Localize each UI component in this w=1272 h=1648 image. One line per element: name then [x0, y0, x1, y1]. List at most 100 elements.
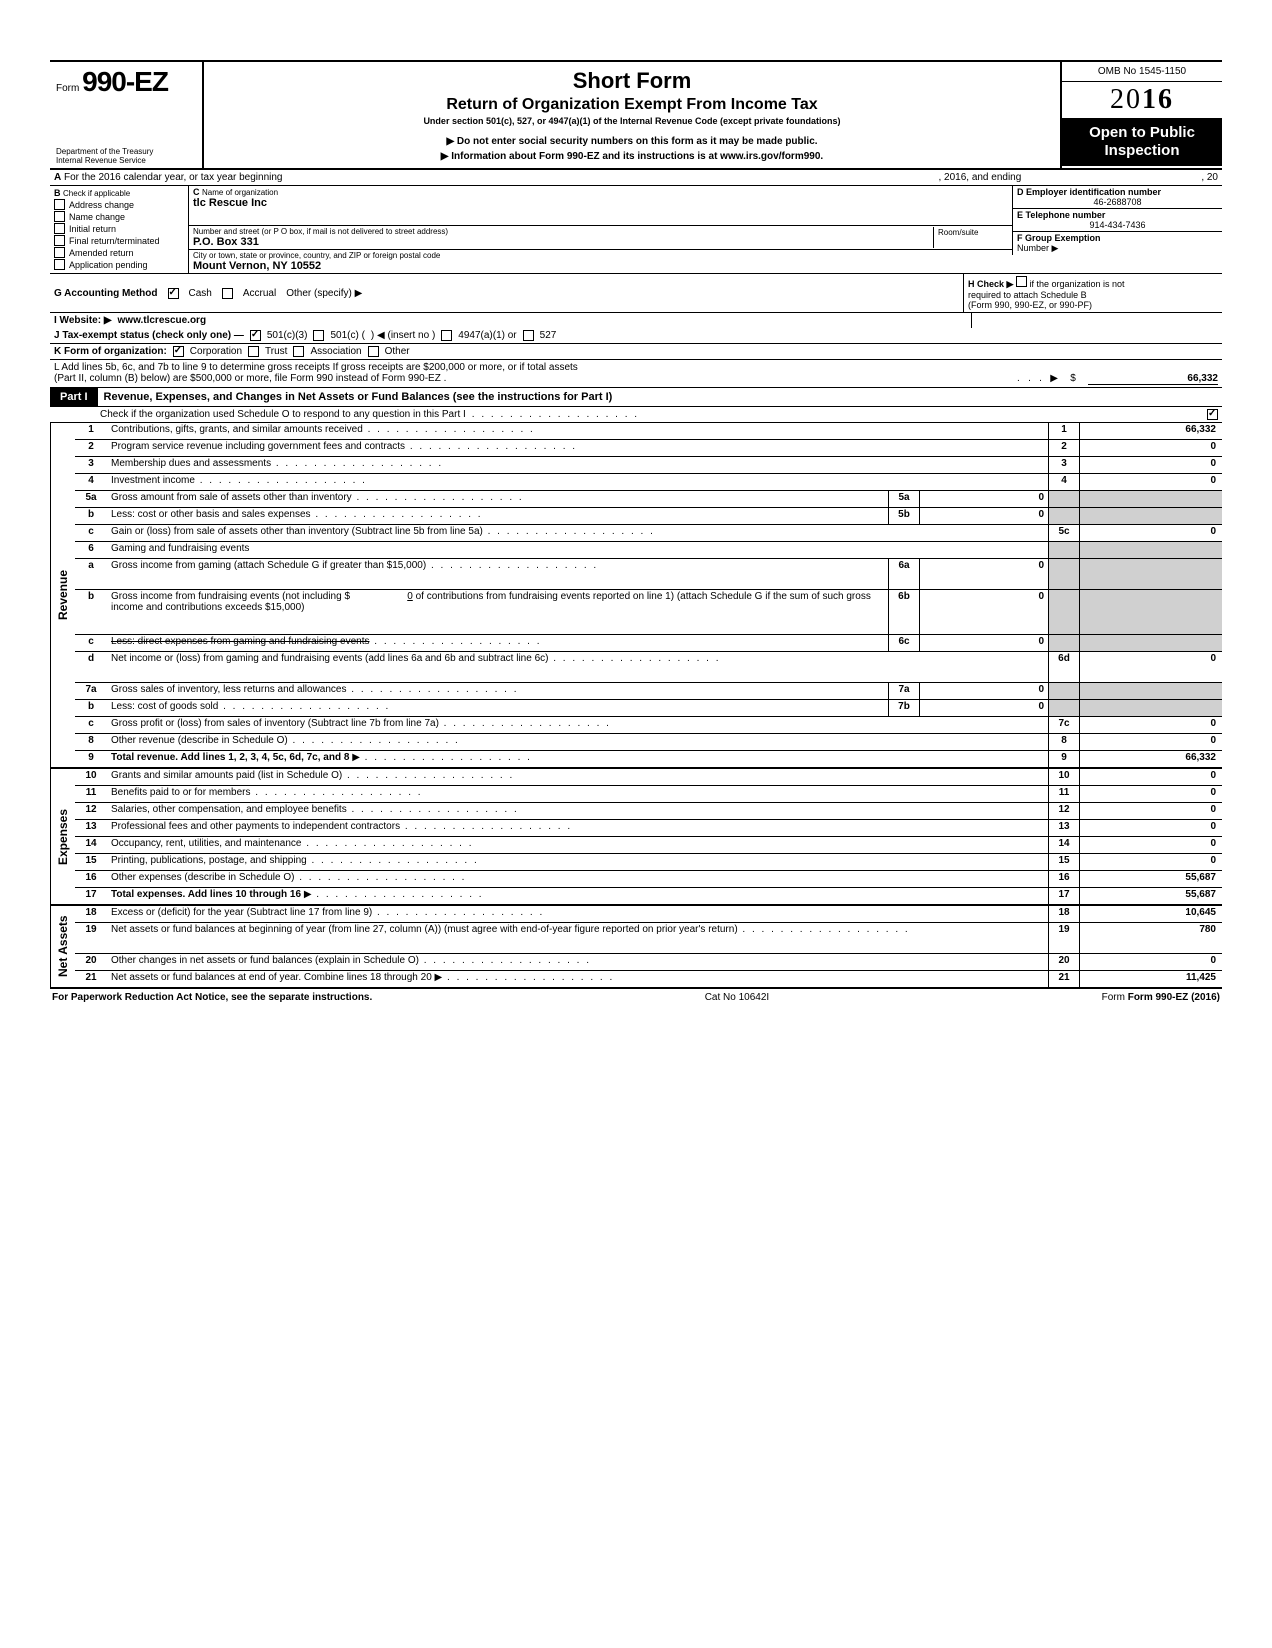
- open-to-public: Open to Public Inspection: [1062, 118, 1222, 166]
- side-revenue: Revenue: [50, 423, 75, 767]
- expenses-lines: 10Grants and similar amounts paid (list …: [75, 769, 1222, 904]
- checkbox-icon[interactable]: [54, 259, 65, 270]
- form-header: Form 990-EZ Department of the Treasury I…: [50, 62, 1222, 170]
- chk-527[interactable]: [523, 330, 534, 341]
- checkbox-icon[interactable]: [54, 211, 65, 222]
- chk-h[interactable]: [1016, 276, 1027, 287]
- row-i: I Website: ▶ www.tlcrescue.org: [50, 313, 972, 328]
- d-label: D Employer identification number: [1017, 187, 1218, 197]
- dollar-icon: $: [1058, 373, 1088, 385]
- header-right: OMB No 1545-1150 2016 Open to Public Ins…: [1062, 62, 1222, 168]
- open-pub-1: Open to Public: [1064, 124, 1220, 142]
- h-label: H Check ▶: [968, 279, 1013, 289]
- line-a-t1: For the 2016 calendar year, or tax year …: [64, 172, 282, 183]
- title-under: Under section 501(c), 527, or 4947(a)(1)…: [212, 116, 1052, 126]
- part1-label: Part I: [50, 388, 98, 406]
- org-address: P.O. Box 331: [193, 236, 933, 248]
- chk-assoc[interactable]: [293, 346, 304, 357]
- c-name-row: C Name of organization tlc Rescue Inc: [189, 186, 1012, 226]
- form-number: 990-EZ: [82, 66, 168, 97]
- f-group-row: F Group Exemption Number ▶: [1012, 232, 1222, 255]
- part1-check-row: Check if the organization used Schedule …: [50, 407, 1222, 423]
- dept-line2: Internal Revenue Service: [56, 157, 196, 166]
- room-label: Room/suite: [938, 228, 978, 237]
- header-left: Form 990-EZ Department of the Treasury I…: [50, 62, 204, 168]
- e-phone-row: E Telephone number 914-434-7436: [1012, 209, 1222, 232]
- footer-center: Cat No 10642I: [705, 992, 770, 1003]
- chk-other-org[interactable]: [368, 346, 379, 357]
- org-name: tlc Rescue Inc: [193, 197, 1008, 209]
- side-netassets: Net Assets: [50, 906, 75, 987]
- chk-501c3[interactable]: [250, 330, 261, 341]
- tax-year: 2016: [1062, 82, 1222, 118]
- row-gh: G Accounting Method Cash Accrual Other (…: [50, 274, 1222, 313]
- chk-name-change[interactable]: Name change: [54, 211, 184, 222]
- footer: For Paperwork Reduction Act Notice, see …: [50, 989, 1222, 1006]
- chk-4947[interactable]: [441, 330, 452, 341]
- netassets-block: Net Assets 18Excess or (deficit) for the…: [50, 906, 1222, 989]
- l-gross-receipts: 66,332: [1088, 373, 1218, 385]
- revenue-lines: 1Contributions, gifts, grants, and simil…: [75, 423, 1222, 767]
- chk-initial-return[interactable]: Initial return: [54, 223, 184, 234]
- form-990ez: Form 990-EZ Department of the Treasury I…: [50, 60, 1222, 1006]
- chk-cash[interactable]: [168, 288, 179, 299]
- omb-number: OMB No 1545-1150: [1062, 62, 1222, 82]
- checkbox-icon[interactable]: [54, 223, 65, 234]
- j-label: J Tax-exempt status (check only one) —: [54, 330, 244, 341]
- arrow-icon: ▶: [1050, 373, 1058, 384]
- netassets-lines: 18Excess or (deficit) for the year (Subt…: [75, 906, 1222, 987]
- h-t1: if the organization is not: [1029, 279, 1124, 289]
- org-city: Mount Vernon, NY 10552: [193, 260, 1008, 272]
- f-label: F Group Exemption: [1017, 233, 1218, 243]
- f-sub: Number ▶: [1017, 243, 1218, 254]
- d-ein-row: D Employer identification number 46-2688…: [1012, 186, 1222, 209]
- note-info: ▶ Information about Form 990-EZ and its …: [212, 151, 1052, 162]
- section-bcd: B Check if applicable Address change Nam…: [50, 186, 1222, 274]
- chk-schedule-o[interactable]: [1207, 409, 1218, 420]
- checkbox-icon[interactable]: [54, 247, 65, 258]
- line-a-label: A: [54, 172, 61, 183]
- expenses-block: Expenses 10Grants and similar amounts pa…: [50, 769, 1222, 906]
- c-city-row: City or town, state or province, country…: [189, 250, 1012, 273]
- row-j: J Tax-exempt status (check only one) — 5…: [50, 328, 1222, 344]
- part1-title: Revenue, Expenses, and Changes in Net As…: [98, 388, 1222, 406]
- chk-amended-return[interactable]: Amended return: [54, 247, 184, 258]
- checkbox-icon[interactable]: [54, 235, 65, 246]
- h-block: H Check ▶ if the organization is not req…: [963, 274, 1222, 312]
- h-t3: (Form 990, 990-EZ, or 990-PF): [968, 300, 1092, 310]
- chk-trust[interactable]: [248, 346, 259, 357]
- c-name-label: Name of organization: [202, 188, 278, 197]
- note-ssn: ▶ Do not enter social security numbers o…: [212, 136, 1052, 147]
- chk-accrual[interactable]: [222, 288, 233, 299]
- i-label: I Website: ▶: [54, 315, 112, 326]
- col-b: B Check if applicable Address change Nam…: [50, 186, 189, 273]
- website: www.tlcrescue.org: [118, 315, 207, 326]
- footer-left: For Paperwork Reduction Act Notice, see …: [52, 992, 372, 1003]
- footer-right: Form Form 990-EZ (2016): [1102, 992, 1220, 1003]
- part1-header: Part I Revenue, Expenses, and Changes in…: [50, 388, 1222, 407]
- form-prefix: Form: [56, 83, 79, 94]
- revenue-block: Revenue 1Contributions, gifts, grants, a…: [50, 423, 1222, 769]
- g-label: G Accounting Method: [54, 288, 158, 299]
- col-c: C Name of organization tlc Rescue Inc Nu…: [189, 186, 1012, 273]
- chk-501c[interactable]: [313, 330, 324, 341]
- g-accounting: G Accounting Method Cash Accrual Other (…: [50, 274, 963, 312]
- b-label: B: [54, 188, 61, 198]
- line-a-t2: , 2016, and ending: [938, 172, 1021, 183]
- c-city-label: City or town, state or province, country…: [193, 251, 1008, 260]
- ein: 46-2688708: [1017, 197, 1218, 207]
- open-pub-2: Inspection: [1064, 142, 1220, 160]
- year-suffix: 16: [1142, 84, 1174, 115]
- chk-address-change[interactable]: Address change: [54, 199, 184, 210]
- header-center: Short Form Return of Organization Exempt…: [204, 62, 1062, 168]
- line-a-t3: , 20: [1201, 172, 1218, 183]
- l-t2: (Part II, column (B) below) are $500,000…: [54, 373, 446, 385]
- chk-corp[interactable]: [173, 346, 184, 357]
- dept-block: Department of the Treasury Internal Reve…: [56, 148, 196, 166]
- checkbox-icon[interactable]: [54, 199, 65, 210]
- title-main: Short Form: [212, 68, 1052, 94]
- chk-application-pending[interactable]: Application pending: [54, 259, 184, 270]
- part1-check-text: Check if the organization used Schedule …: [100, 409, 466, 420]
- chk-final-return[interactable]: Final return/terminated: [54, 235, 184, 246]
- c-addr-label: Number and street (or P O box, if mail i…: [193, 227, 933, 236]
